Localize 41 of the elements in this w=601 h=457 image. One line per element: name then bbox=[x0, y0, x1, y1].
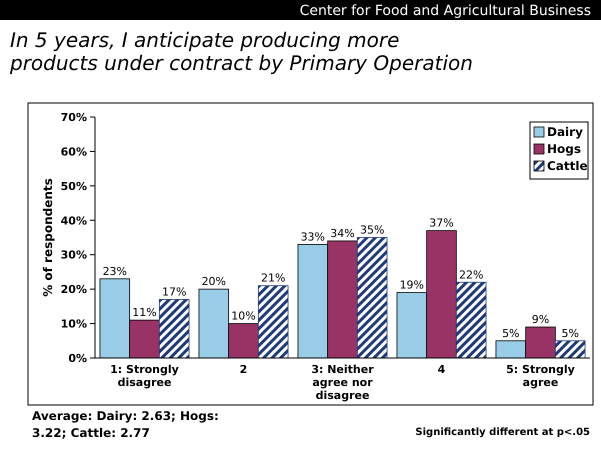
y-tick-label: 50% bbox=[60, 180, 87, 193]
data-label: 20% bbox=[202, 275, 226, 288]
x-tick-label: 3: Neither agree nor disagree bbox=[311, 363, 374, 402]
y-axis-title: % of respondents bbox=[41, 178, 55, 297]
legend-label: Cattle bbox=[547, 159, 588, 173]
data-label: 10% bbox=[231, 310, 256, 323]
text: Average: Dairy: 2.63; Hogs: 3.22; Cattle: 2.77 bbox=[32, 409, 219, 440]
x-tick-label: 4 bbox=[438, 363, 446, 376]
data-label: 5% bbox=[502, 326, 520, 340]
data-label: 35% bbox=[360, 224, 384, 236]
data-label: 33% bbox=[300, 230, 326, 244]
x-tick-label: 1: Strongly disagree bbox=[110, 363, 179, 389]
data-label: 21% bbox=[260, 272, 286, 285]
y-tick-label: 30% bbox=[60, 248, 87, 262]
y-tick-label: 20% bbox=[60, 283, 87, 296]
data-label: 11% bbox=[132, 306, 157, 320]
y-tick-label: 0% bbox=[68, 352, 87, 365]
data-label: 17% bbox=[162, 285, 186, 298]
text: Center for Food and Agricultural Business bbox=[300, 3, 591, 19]
bar bbox=[356, 237, 388, 358]
y-tick-label: 60% bbox=[60, 145, 87, 158]
x-tick-label: 2 bbox=[240, 363, 248, 376]
data-label: 5% bbox=[561, 326, 579, 340]
legend-label: Dairy bbox=[547, 125, 584, 139]
bar bbox=[258, 285, 288, 358]
data-label: 34% bbox=[330, 226, 355, 240]
y-tick-label: 70% bbox=[60, 111, 87, 124]
data-label: 19% bbox=[400, 278, 424, 292]
bar bbox=[158, 299, 190, 358]
data-label: 37% bbox=[429, 216, 454, 230]
data-label: 23% bbox=[102, 264, 128, 278]
bar bbox=[456, 282, 486, 358]
y-tick-label: 10% bbox=[60, 318, 87, 331]
x-tick-label: 5: Strongly agree bbox=[506, 363, 575, 389]
y-tick-label: 40% bbox=[60, 214, 87, 228]
bar bbox=[554, 340, 586, 358]
data-label: 22% bbox=[458, 268, 484, 282]
text: Significantly different at p<.05 bbox=[415, 427, 590, 438]
legend-label: Hogs bbox=[547, 142, 582, 156]
chart-title: In 5 years, I anticipate producing more products under contract by Primary Operation bbox=[9, 28, 473, 75]
data-label: 9% bbox=[532, 313, 550, 326]
